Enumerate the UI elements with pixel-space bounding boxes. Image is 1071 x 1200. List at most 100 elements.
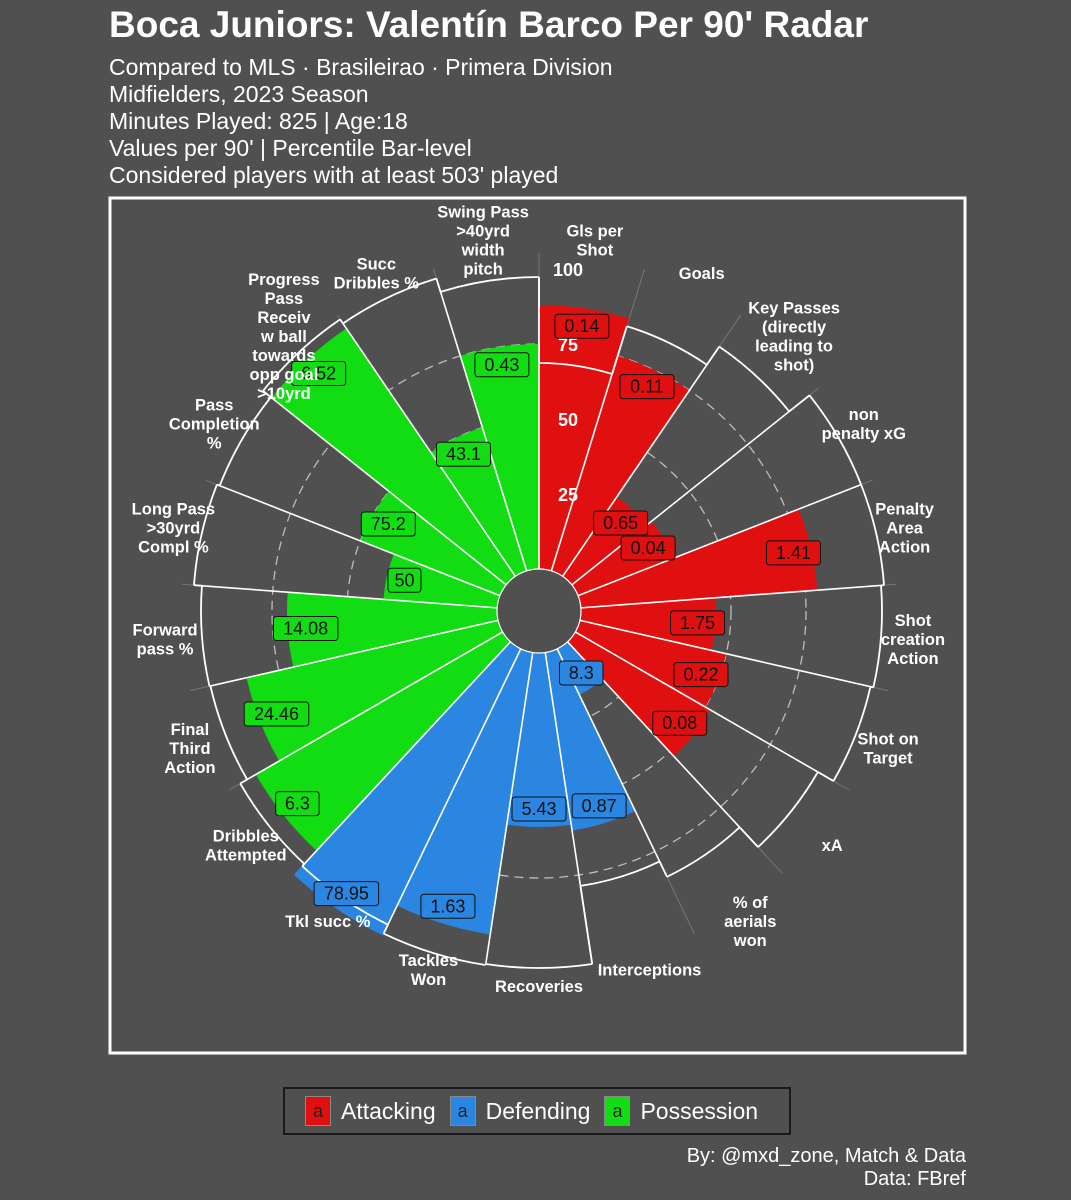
category-label-16: Forward pass % [133,622,198,659]
value-label-8: 0.08 [652,710,708,736]
value-label-6: 1.75 [670,610,726,636]
value-label-text-18: 75.2 [371,514,406,534]
segment-arc-18 [218,396,272,487]
bar-13 [294,641,521,936]
segment-step-9 [658,861,668,878]
value-label-4: 0.04 [620,535,676,561]
value-label-box-16 [272,615,339,641]
segment-separator-17 [193,584,498,609]
category-label-19-line-5: towards [252,347,315,365]
legend-item-defending: a Defending [449,1096,590,1126]
category-label-14: Dribbles Attempted [205,827,287,864]
category-label-5-line-3: Action [879,539,930,557]
value-label-box-15 [243,701,310,727]
legend-label-attacking: Attacking [341,1097,436,1124]
bar-16 [287,592,499,668]
value-label-box-17 [387,567,422,593]
radial-tick-label-75: 75 [558,335,578,355]
value-label-box-18 [360,511,416,537]
category-label-19-line-4: w ball [260,328,307,346]
radial-tick-label-25: 25 [558,485,578,505]
segment-arc-7 [832,686,872,782]
category-label-21: Swing Pass >40yrd width pitch [437,204,529,279]
category-label-12-line-2: Won [411,971,446,989]
category-label-3-line-2: (directly [762,319,827,337]
value-label-box-10 [571,793,627,819]
value-label-13: 78.95 [313,881,380,907]
segment-separator-6 [580,584,885,609]
category-label-13: Tkl succ % [285,913,371,931]
value-label-text-5: 1.41 [776,543,811,563]
segment-arc-6 [872,585,883,688]
segment-arc-3 [718,345,790,413]
segment-step-12 [382,924,389,934]
category-label-15-line-1: Final [171,721,210,739]
category-label-20-line-1: Succ [357,256,396,274]
segment-arc-19 [262,318,341,392]
category-label-7-line-2: Target [863,750,913,768]
value-label-box-4 [620,535,676,561]
bar-11 [506,652,572,828]
segment-arc-8 [757,771,819,848]
segment-arc-1 [538,362,613,375]
bar-2 [551,355,690,577]
segment-arc-15 [209,685,248,780]
value-label-box-5 [765,540,821,566]
value-label-text-12: 1.63 [430,896,465,916]
value-label-box-6 [670,610,726,636]
segment-step-10 [579,885,594,965]
value-label-text-8: 0.08 [662,713,697,733]
segment-separator-20 [339,318,517,577]
category-label-6: Shot creation Action [881,612,945,668]
category-label-11: Recoveries [495,978,583,996]
segment-separator-14 [301,641,512,867]
value-label-box-12 [420,893,476,919]
category-label-21-line-2: >40yrd [456,223,510,241]
value-label-17: 50 [387,567,422,593]
credit-source: Data: FBref [863,1168,966,1190]
category-label-21-line-4: pitch [463,261,502,279]
category-label-5: Penalty Area Action [875,501,935,557]
radial-tick-label-100: 100 [553,260,583,280]
segment-arc-11 [485,963,593,969]
category-label-21-line-3: width [461,242,505,260]
segment-separator-15 [239,631,504,785]
category-label-19: Progress Pass Receiv w ball towards opp goal >… [248,271,320,403]
value-label-text-17: 50 [394,570,414,590]
segment-arc-4 [808,394,862,485]
segment-step-20 [435,278,442,293]
value-label-text-7: 0.22 [683,665,718,685]
value-label-2: 0.11 [619,374,675,400]
value-label-3: 0.65 [593,510,649,536]
category-label-16-line-2: pass % [137,641,194,659]
category-label-14-line-2: Attempted [205,846,287,864]
segment-separator-8 [574,631,834,782]
category-label-9-line-3: won [733,932,767,950]
category-label-10: Interceptions [598,961,702,979]
chart-title: Boca Juniors: Valentín Barco Per 90' Rad… [109,4,869,45]
category-label-15-line-2: Third [169,740,210,758]
category-label-4: non penalty xG [822,406,906,443]
category-label-2: Goals [679,265,725,283]
value-label-text-4: 0.04 [631,538,666,558]
legend-item-attacking: a Attacking [305,1096,436,1126]
segment-arc-16 [200,585,211,687]
legend-label-possession: Possession [640,1097,759,1124]
segment-separator-4 [571,394,811,586]
value-label-20: 43.1 [436,441,492,467]
value-label-5: 1.41 [765,540,821,566]
category-label-3-line-4: shot) [774,357,814,375]
category-label-19-line-2: Pass [265,290,304,308]
category-label-9-line-1: % of [733,894,768,912]
category-label-17-line-3: Compl % [138,539,209,557]
segment-arc-20 [342,277,437,325]
category-label-15: Final Third Action [164,721,215,777]
value-label-box-19 [291,360,347,386]
value-label-text-20: 43.1 [446,444,481,464]
category-label-1-line-1: Gls per [566,223,623,241]
value-label-text-2: 0.11 [630,377,664,397]
legend-key-possession: a [604,1096,631,1126]
value-label-text-14: 6.3 [285,794,310,814]
category-label-18-line-3: % [207,435,222,453]
